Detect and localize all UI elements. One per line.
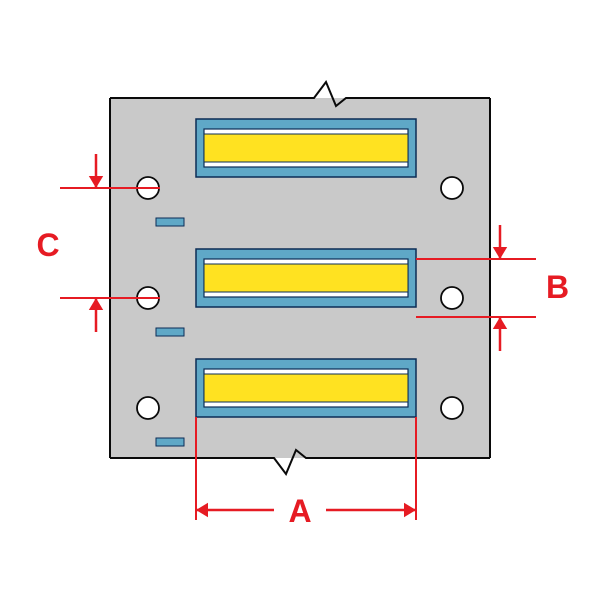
dimension-arrowhead [89,176,103,188]
dimension-arrowhead [493,317,507,329]
sleeve-core [204,374,408,402]
sleeve-core [204,264,408,292]
registration-mark [156,218,184,226]
dim-a-label: A [288,493,311,529]
dim-c-label: C [36,227,59,263]
dimension-arrowhead [89,298,103,310]
dimension-arrowhead [493,247,507,259]
registration-mark [156,438,184,446]
dim-b-label: B [546,269,569,305]
sleeves-group [196,119,416,417]
dimension-arrowhead [196,503,208,517]
sprocket-hole [441,397,463,419]
sprocket-hole [137,397,159,419]
sleeve-core [204,134,408,162]
registration-mark [156,328,184,336]
label-carrier-diagram: A B C [0,0,600,600]
sprocket-hole [441,287,463,309]
dimension-arrowhead [404,503,416,517]
sprocket-hole [441,177,463,199]
